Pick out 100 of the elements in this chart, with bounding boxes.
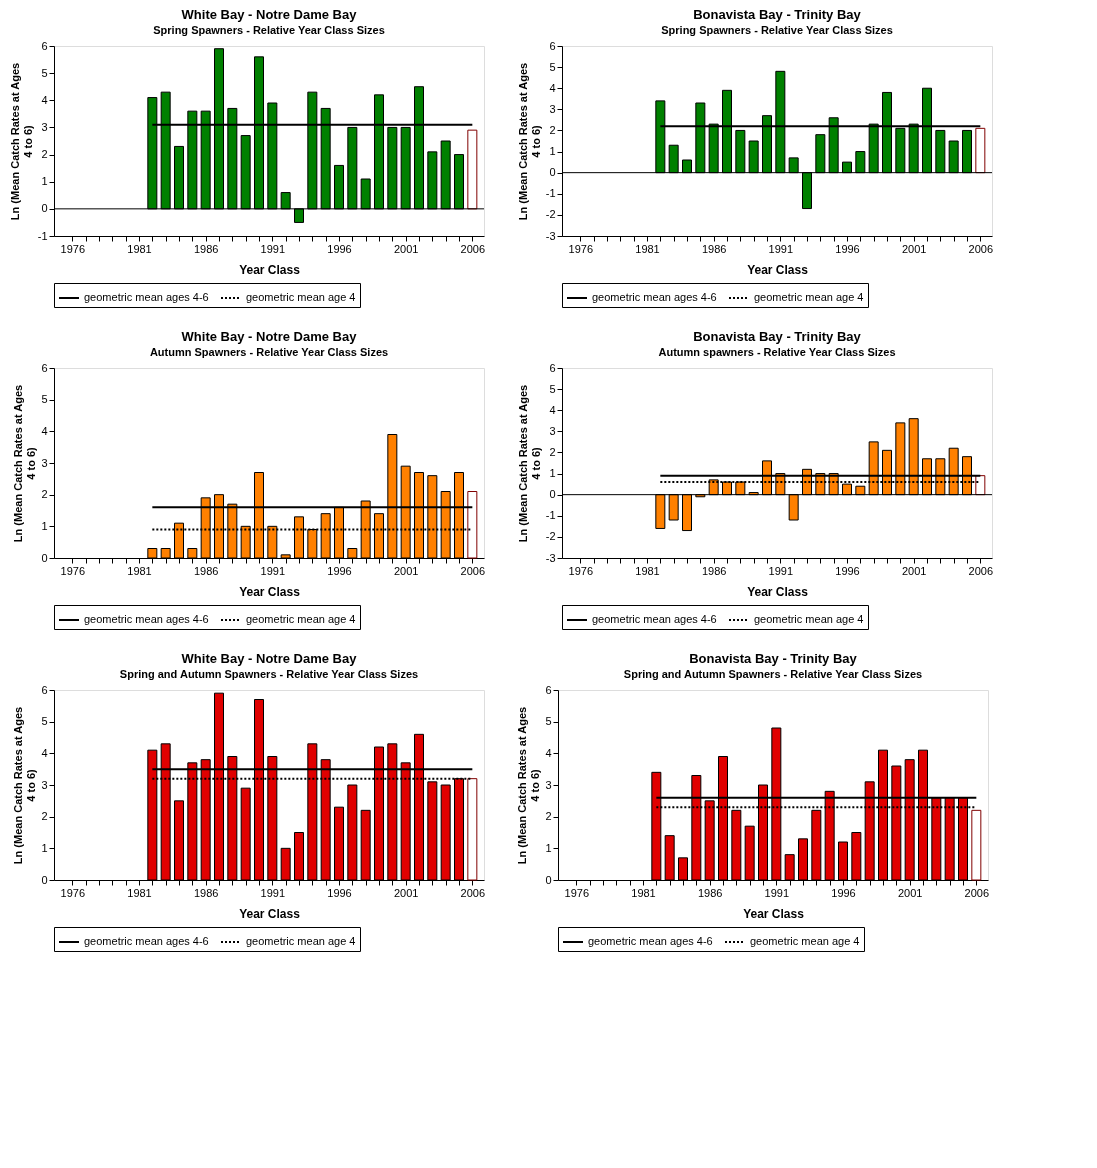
x-tick-label: 1981 (127, 564, 152, 577)
y-tick-label: -2 (545, 530, 556, 543)
y-tick-label: 1 (549, 467, 556, 480)
y-axis-title: Ln (Mean Catch Rates at Ages 4 to 6) (516, 706, 542, 865)
x-tick-label: 1986 (701, 564, 727, 577)
y-tick-label: 0 (549, 488, 556, 501)
x-tick-label: 1986 (193, 242, 219, 255)
y-tick-label: 0 (545, 873, 552, 886)
y-tick-label: 3 (41, 778, 48, 791)
y-tick-label: 1 (549, 145, 556, 158)
x-tick-label: 1991 (768, 242, 794, 255)
x-axis-title: Year Class (239, 262, 301, 277)
y-tick-label: 2 (41, 148, 48, 161)
y-tick-label: 4 (41, 424, 48, 437)
x-tick-label: 1981 (631, 886, 656, 899)
legend-label: geometric mean age 4 (246, 613, 356, 625)
legend-label: geometric mean ages 4-6 (592, 291, 717, 303)
y-tick-label: 5 (41, 66, 48, 79)
x-tick-label: 2001 (393, 242, 419, 255)
x-axis-title: Year Class (747, 584, 809, 599)
x-tick-label: 1996 (835, 564, 860, 577)
chart-subtitle: Spring Spawners - Relative Year Class Sizes (153, 24, 385, 36)
y-tick-label: 4 (545, 746, 552, 759)
y-tick-label: 4 (41, 746, 48, 759)
x-tick-label: 1991 (260, 242, 286, 255)
chart-title: White Bay - Notre Dame Bay (181, 651, 358, 666)
y-tick-label: -2 (545, 208, 556, 221)
x-tick-label: 1976 (568, 564, 594, 577)
x-tick-label: 1986 (193, 886, 219, 899)
legend-label: geometric mean age 4 (754, 613, 864, 625)
chart-subtitle: Spring Spawners - Relative Year Class Sizes (661, 24, 893, 36)
y-tick-label: 3 (549, 424, 556, 437)
y-tick-label: 3 (41, 120, 48, 133)
legend-label: geometric mean ages 4-6 (84, 291, 209, 303)
y-tick-label: 1 (41, 519, 48, 532)
x-tick-label: 1996 (327, 242, 352, 255)
x-axis-title: Year Class (747, 262, 809, 277)
y-tick-label: 1 (545, 841, 552, 854)
chart-title: Bonavista Bay - Trinity Bay (689, 651, 858, 666)
y-tick-label: 5 (549, 382, 556, 395)
y-tick-label: 4 (549, 81, 556, 94)
y-tick-label: 1 (41, 175, 48, 188)
y-tick-label: 6 (549, 361, 556, 374)
y-axis-title: Ln (Mean Catch Rates at Ages 4 to 6) (8, 62, 34, 221)
y-tick-label: -3 (545, 229, 556, 242)
x-tick-label: 2001 (897, 886, 923, 899)
x-tick-label: 1981 (127, 242, 152, 255)
x-tick-label: 1981 (635, 242, 660, 255)
y-tick-label: 6 (41, 361, 48, 374)
x-tick-label: 2006 (964, 886, 990, 899)
y-tick-label: 2 (549, 123, 556, 136)
legend-label: geometric mean ages 4-6 (588, 935, 713, 947)
legend-label: geometric mean age 4 (246, 935, 356, 947)
x-tick-label: 1991 (764, 886, 790, 899)
x-tick-label: 1996 (835, 242, 860, 255)
y-tick-label: 5 (41, 393, 48, 406)
x-tick-label: 1996 (327, 886, 352, 899)
chart-title: Bonavista Bay - Trinity Bay (693, 7, 862, 22)
y-tick-label: 4 (41, 93, 48, 106)
chart-subtitle: Autumn spawners - Relative Year Class Sizes (658, 346, 896, 358)
y-tick-label: 3 (41, 456, 48, 469)
y-axis-title: Ln (Mean Catch Rates at Ages 4 to 6) (516, 62, 542, 221)
chart-title: White Bay - Notre Dame Bay (181, 329, 358, 344)
x-tick-label: 1986 (697, 886, 723, 899)
x-axis-title: Year Class (239, 906, 301, 921)
x-tick-label: 2001 (901, 564, 927, 577)
y-tick-label: 5 (545, 715, 552, 728)
x-tick-label: 1981 (635, 564, 660, 577)
x-tick-label: 2001 (901, 242, 927, 255)
y-axis-title: Ln (Mean Catch Rates at Ages 4 to 6) (516, 384, 542, 543)
x-tick-label: 1996 (327, 564, 352, 577)
x-tick-label: 1981 (127, 886, 152, 899)
x-tick-label: 1986 (701, 242, 727, 255)
x-tick-label: 1976 (564, 886, 590, 899)
y-tick-label: -1 (545, 509, 556, 522)
y-tick-label: 0 (549, 166, 556, 179)
x-tick-label: 1991 (260, 564, 286, 577)
x-tick-label: 2006 (460, 886, 486, 899)
y-tick-label: 0 (41, 202, 48, 215)
x-tick-label: 2006 (968, 242, 994, 255)
y-tick-label: -1 (37, 229, 48, 242)
legend-label: geometric mean ages 4-6 (84, 613, 209, 625)
y-axis-title: Ln (Mean Catch Rates at Ages 4 to 6) (12, 384, 38, 543)
x-tick-label: 2006 (460, 242, 486, 255)
x-tick-label: 2001 (393, 886, 419, 899)
y-axis-title: Ln (Mean Catch Rates at Ages 4 to 6) (12, 706, 38, 865)
legend-label: geometric mean ages 4-6 (84, 935, 209, 947)
x-tick-label: 2001 (393, 564, 419, 577)
x-tick-label: 1976 (568, 242, 594, 255)
x-tick-label: 1986 (193, 564, 219, 577)
chart-subtitle: Spring and Autumn Spawners - Relative Year Class Sizes (623, 668, 923, 680)
y-tick-label: 6 (41, 683, 48, 696)
y-tick-label: 5 (41, 715, 48, 728)
x-tick-label: 2006 (460, 564, 486, 577)
legend-label: geometric mean age 4 (750, 935, 860, 947)
y-tick-label: 0 (41, 873, 48, 886)
x-tick-label: 1991 (260, 886, 286, 899)
legend-label: geometric mean age 4 (754, 291, 864, 303)
legend-label: geometric mean age 4 (246, 291, 356, 303)
y-tick-label: 2 (549, 445, 556, 458)
